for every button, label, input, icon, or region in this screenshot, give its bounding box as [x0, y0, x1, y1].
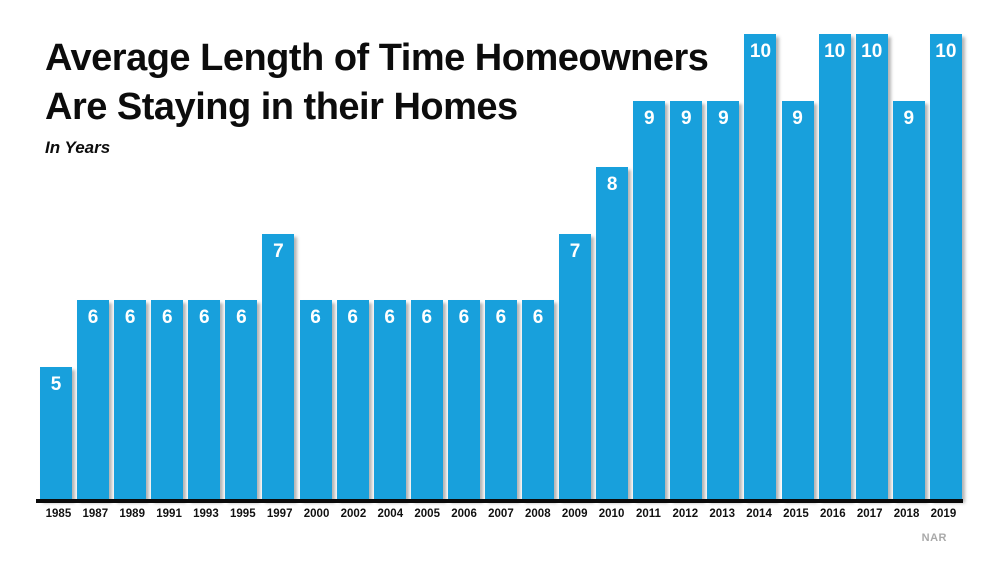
bar-value-label: 9: [643, 107, 655, 129]
bar-value-label: 10: [749, 41, 772, 62]
x-axis-label-2000: 2000: [303, 508, 330, 520]
x-axis-label-2017: 2017: [856, 508, 883, 520]
bar-value-label: 9: [718, 107, 729, 129]
bar-2018: 9: [892, 100, 925, 500]
x-axis-line: [36, 499, 963, 503]
x-axis-label-2011: 2011: [635, 508, 661, 520]
bar-value-label: 6: [199, 307, 210, 329]
bar-2000: 6: [299, 300, 332, 500]
bar-value-label: 10: [861, 41, 883, 62]
bar-value-label: 6: [532, 307, 544, 329]
x-axis-label-2007: 2007: [488, 508, 514, 520]
x-axis-label-1985: 1985: [45, 508, 72, 520]
bar-2013: 9: [707, 100, 740, 500]
bar-chart-plot-area: 5 6 6 6 6 6 7 6 6 6 6 6 6 6 7 8 9 9 9 10 9 10 10 9 10: [40, 34, 962, 500]
bar-value-label: 6: [161, 307, 173, 329]
bar-value-label: 6: [310, 307, 321, 329]
page-title: Average Length of Time Homeowners Are St…: [45, 34, 709, 132]
x-axis-label-2002: 2002: [340, 508, 367, 520]
title-line-1: Average Length of Time Homeowners: [45, 37, 709, 79]
bar-1985: 5: [40, 366, 72, 500]
bar-2011: 9: [633, 100, 666, 500]
bar-1991: 6: [151, 300, 184, 500]
x-axis-label-2018: 2018: [893, 508, 920, 520]
bar-value-label: 6: [124, 307, 136, 329]
bar-value-label: 5: [50, 373, 62, 395]
x-axis-label-2006: 2006: [451, 508, 477, 520]
bar-value-label: 8: [606, 174, 618, 196]
x-axis-label-2012: 2012: [672, 508, 699, 520]
bar-value-label: 6: [384, 307, 395, 329]
bar-2014: 10: [744, 34, 777, 500]
x-axis-label-1989: 1989: [119, 508, 145, 520]
bar-1995: 6: [225, 300, 258, 500]
bar-value-label: 6: [421, 307, 433, 329]
x-axis-label-1997: 1997: [266, 508, 293, 520]
bar-value-label: 9: [903, 107, 915, 129]
bar-value-label: 10: [824, 41, 846, 62]
bar-2010: 8: [596, 167, 629, 500]
bar-1987: 6: [77, 300, 110, 500]
bar-2017: 10: [855, 34, 888, 500]
title-block: Average Length of Time Homeowners Are St…: [45, 34, 709, 158]
x-axis-labels: 1985 1987 1989 1991 1993 1995 1997 2000 2002 2004…: [40, 508, 962, 520]
x-axis-label-2005: 2005: [414, 508, 440, 520]
chart-subtitle: In Years: [45, 138, 111, 157]
x-axis-label-1987: 1987: [82, 508, 109, 520]
bar-2006: 6: [447, 300, 480, 500]
bar-2015: 9: [781, 100, 814, 500]
bar-value-label: 10: [935, 41, 957, 62]
bar-2005: 6: [410, 300, 443, 500]
bar-value-label: 6: [347, 307, 358, 329]
bar-2004: 6: [373, 300, 406, 500]
bar-value-label: 7: [273, 240, 284, 262]
x-axis-label-2004: 2004: [377, 508, 404, 520]
x-axis-label-1995: 1995: [230, 508, 256, 520]
bar-2012: 9: [670, 100, 703, 500]
x-axis-label-2013: 2013: [709, 508, 735, 520]
bar-value-label: 9: [681, 107, 692, 129]
bar-1989: 6: [114, 300, 147, 500]
bar-value-label: 6: [495, 307, 507, 329]
bar-2007: 6: [484, 300, 517, 500]
bar-2002: 6: [336, 300, 369, 500]
x-axis-label-1991: 1991: [156, 508, 182, 520]
bar-value-label: 6: [87, 307, 99, 329]
x-axis-label-2010: 2010: [598, 508, 625, 520]
bar-1997: 7: [262, 233, 295, 500]
bar-value-label: 6: [236, 307, 247, 329]
x-axis-label-2014: 2014: [746, 508, 772, 520]
bar-value-label: 6: [458, 307, 470, 329]
x-axis-label-2015: 2015: [783, 508, 809, 520]
bar-value-label: 7: [569, 240, 581, 262]
bar-2016: 10: [818, 34, 851, 500]
bar-2009: 7: [559, 233, 592, 500]
source-label: NAR: [921, 532, 947, 544]
x-axis-label-1993: 1993: [193, 508, 219, 520]
x-axis-label-2019: 2019: [930, 508, 957, 520]
bar-2008: 6: [522, 300, 555, 500]
bar-2019: 10: [929, 34, 962, 500]
x-axis-label-2008: 2008: [525, 508, 551, 520]
x-axis-label-2009: 2009: [561, 508, 588, 520]
title-line-2: Are Staying in their Homes: [45, 86, 518, 128]
bar-1993: 6: [188, 300, 221, 500]
x-axis-label-2016: 2016: [820, 508, 846, 520]
bar-value-label: 9: [792, 107, 803, 129]
